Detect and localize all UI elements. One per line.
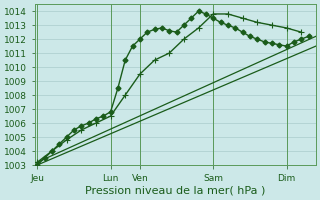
X-axis label: Pression niveau de la mer( hPa ): Pression niveau de la mer( hPa ) <box>85 186 266 196</box>
